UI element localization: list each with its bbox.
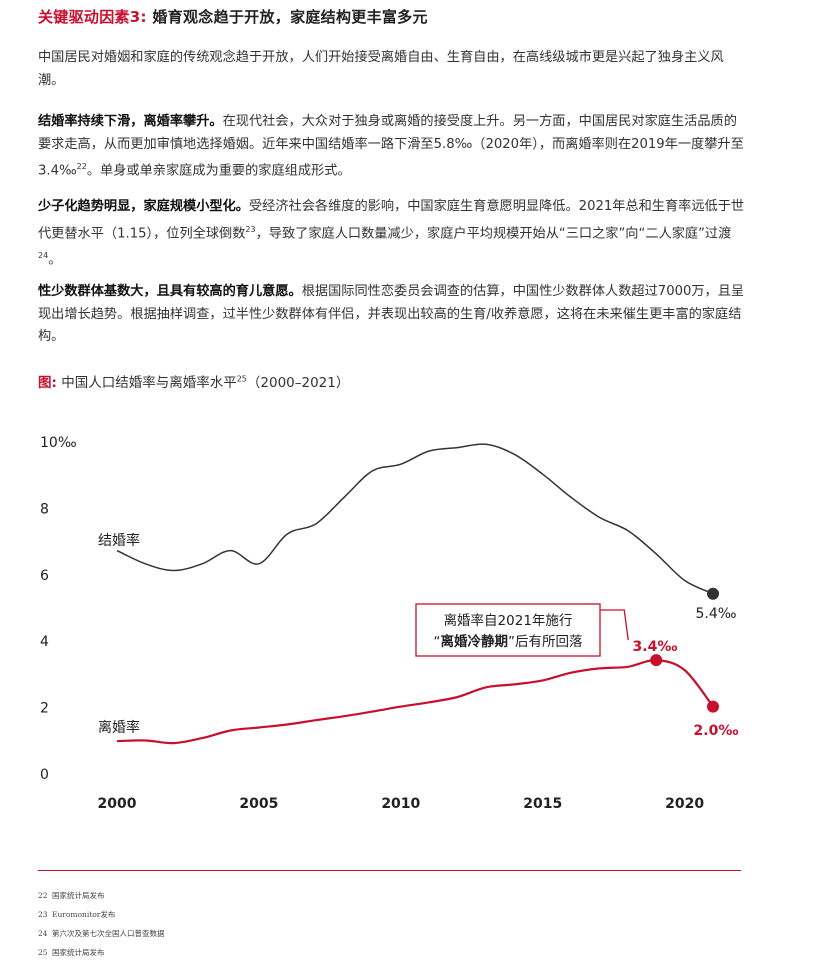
- footnote-ref[interactable]: 22: [76, 162, 87, 171]
- paragraph-fertility: 少子化趋势明显，家庭规模小型化。受经济社会各维度的影响，中国家庭生育意愿明显降低…: [38, 196, 750, 272]
- figure-title: 图: 中国人口结婚率与离婚率水平25（2000–2021）: [38, 371, 350, 392]
- footnote: 25 国家统计局发布: [38, 947, 105, 958]
- paragraph-tail: 。单身或单亲家庭成为重要的家庭组成形式。: [86, 163, 351, 179]
- annotation-rest: ”后有所回落: [508, 634, 583, 650]
- series-label-marriage: 结婚率: [98, 532, 140, 549]
- annotation: 离婚率自2021年施行 “离婚冷静期”后有所回落: [415, 603, 629, 657]
- footnote: 23 Euromonitor发布: [38, 909, 115, 920]
- paragraph-lead: 性少数群体基数大，且具有较高的育儿意愿。: [38, 284, 302, 299]
- paragraph-text: 受经济社会各维度的影响，中国家庭生育意愿明显降低。2021年总和生育率远低于世代…: [38, 199, 745, 241]
- paragraph-lead: 少子化趋势明显，家庭规模小型化。: [38, 199, 249, 214]
- footnote-number: 22: [38, 891, 48, 900]
- marriage-rate-line: [116, 443, 714, 595]
- paragraph-intro: 中国居民对婚姻和家庭的传统观念趋于开放，人们开始接受离婚自由、生育自由，在高线级…: [38, 47, 750, 92]
- y-axis-ticks: 10‰ 8 6 4 2 0: [40, 435, 77, 783]
- heading-prefix: 关键驱动因素3:: [38, 8, 147, 26]
- marriage-end-point: [707, 587, 719, 600]
- figure-label: 图:: [38, 375, 57, 391]
- paragraph-tail: ，导致了家庭人口数量减少，家庭户平均规模开始从“三口之家”向“二人家庭”过渡: [255, 225, 732, 241]
- y-tick-label: 2: [40, 701, 49, 717]
- footnote-number: 25: [38, 948, 48, 957]
- paragraph-text: 根据国际同性恋委员会调查的估算，中国性少数群体人数超过7000万，且呈现出增长趋…: [38, 284, 745, 344]
- y-tick-label: 10‰: [40, 435, 77, 451]
- footnote-ref[interactable]: 23: [245, 224, 256, 234]
- paragraph-text: 在现代社会，大众对于独身或离婚的接受度上升。另一方面，中国居民对家庭生活品质的要…: [38, 114, 744, 179]
- y-tick-label: 6: [40, 568, 49, 584]
- paragraph-tail: 。: [48, 252, 62, 268]
- annotation-box: [415, 603, 601, 657]
- paragraph-lgbt: 性少数群体基数大，且具有较高的育儿意愿。根据国际同性恋委员会调查的估算，中国性少…: [38, 281, 750, 349]
- annotation-quote-open: “: [434, 634, 441, 650]
- paragraph-text: 中国居民对婚姻和家庭的传统观念趋于开放，人们开始接受离婚自由、生育自由，在高线级…: [38, 50, 724, 88]
- divorce-peak-label: 3.4‰: [633, 639, 678, 655]
- divorce-end-label: 2.0‰: [694, 723, 739, 739]
- y-tick-label: 0: [40, 767, 49, 783]
- y-tick-label: 4: [40, 634, 49, 650]
- annotation-leader-line: [600, 609, 629, 641]
- line-chart: 10‰ 8 6 4 2 0 2000 2005 2010 2015 2020 离婚率自2021年施…: [40, 435, 738, 812]
- x-tick-label: 2015: [523, 796, 562, 812]
- footnote: 22 国家统计局发布: [38, 890, 105, 901]
- chart-labels: 结婚率 离婚率 5.4‰ 3.4‰ 2.0‰: [98, 532, 738, 739]
- footnote-text: 第六次及第七次全国人口普查数据: [52, 929, 165, 938]
- footnote-number: 24: [38, 929, 48, 938]
- heading-text: 婚育观念趋于开放，家庭结构更丰富多元: [152, 8, 428, 26]
- footnote: 24 第六次及第七次全国人口普查数据: [38, 928, 165, 939]
- y-tick-label: 8: [40, 501, 49, 517]
- footnote-ref[interactable]: 24: [38, 251, 49, 261]
- x-tick-label: 2010: [381, 796, 420, 812]
- footnote-divider: [38, 870, 741, 871]
- divorce-peak-point: [650, 654, 663, 667]
- footnote-text: 国家统计局发布: [52, 891, 105, 900]
- series-label-divorce: 离婚率: [98, 719, 140, 736]
- divorce-rate-line: [116, 658, 714, 745]
- footnote-text: 国家统计局发布: [52, 948, 105, 957]
- series-lines: [116, 443, 719, 745]
- x-axis-ticks: 2000 2005 2010 2015 2020: [98, 796, 705, 812]
- footnote-text: Euromonitor发布: [52, 910, 116, 919]
- paragraph-lead: 结婚率持续下滑，离婚率攀升。: [38, 114, 223, 129]
- annotation-bold: 离婚冷静期: [441, 633, 509, 650]
- x-tick-label: 2000: [98, 796, 137, 812]
- figure-range: （2000–2021）: [246, 375, 350, 391]
- x-tick-label: 2005: [239, 796, 278, 812]
- annotation-line2: “离婚冷静期”后有所回落: [434, 633, 583, 650]
- footnote-number: 23: [38, 910, 48, 919]
- paragraph-marriage: 结婚率持续下滑，离婚率攀升。在现代社会，大众对于独身或离婚的接受度上升。另一方面…: [38, 111, 750, 183]
- footnote-ref[interactable]: 25: [236, 374, 247, 384]
- annotation-line1: 离婚率自2021年施行: [444, 612, 573, 629]
- marriage-end-label: 5.4‰: [695, 606, 736, 622]
- x-tick-label: 2020: [665, 796, 704, 812]
- figure-title-text: 中国人口结婚率与离婚率水平: [61, 375, 237, 391]
- section-heading: 关键驱动因素3: 婚育观念趋于开放，家庭结构更丰富多元: [38, 6, 428, 27]
- divorce-end-point: [707, 700, 719, 713]
